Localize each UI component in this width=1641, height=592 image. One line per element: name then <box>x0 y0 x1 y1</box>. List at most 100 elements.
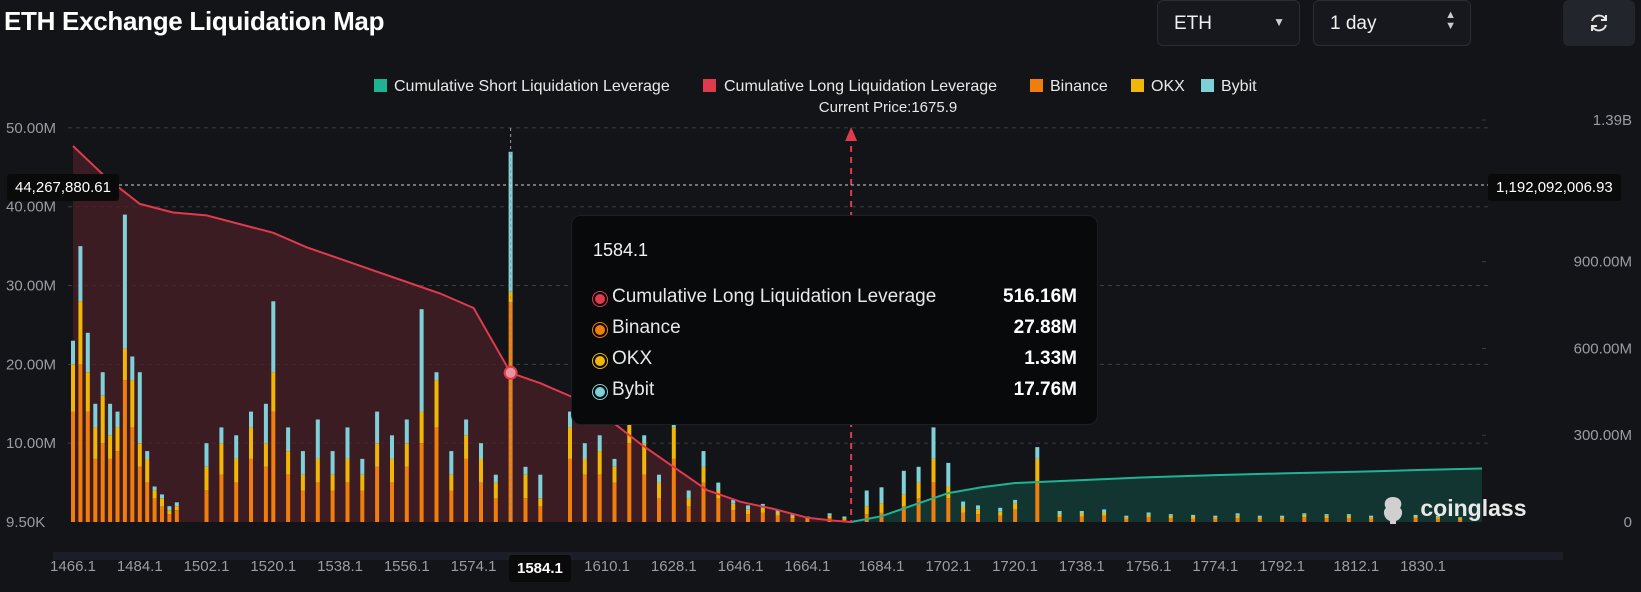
legend-item-binance[interactable]: Binance <box>1030 78 1108 95</box>
bar-okx <box>686 498 691 507</box>
bar-okx <box>1079 513 1084 517</box>
bar-binance <box>1168 518 1173 522</box>
bar-okx <box>1102 512 1107 516</box>
sort-arrows-icon: ▲ ▼ <box>1445 9 1456 32</box>
bar-binance <box>85 411 90 522</box>
bar-okx <box>1280 517 1285 519</box>
bar-binance <box>1146 517 1151 522</box>
legend-item-long[interactable]: Cumulative Long Liquidation Leverage <box>703 78 997 95</box>
bar-binance <box>627 443 632 522</box>
x-tick-label: 1702.1 <box>925 558 971 575</box>
bar-binance <box>204 490 209 522</box>
coin-select[interactable]: ETH ▼ <box>1157 0 1300 46</box>
bar-bybit <box>434 372 439 381</box>
bar-bybit <box>249 411 253 428</box>
bar-okx <box>493 482 498 499</box>
bar-bybit <box>976 505 980 510</box>
bar-bybit <box>746 505 750 510</box>
tooltip: 1584.1 Cumulative Long Liquidation Lever… <box>571 215 1098 425</box>
bar-binance <box>375 466 380 522</box>
bar-bybit <box>479 443 483 459</box>
tooltip-dot-bybit <box>593 385 607 399</box>
bar-binance <box>568 458 572 522</box>
bar-bybit <box>538 474 543 499</box>
bar-bybit <box>775 510 780 513</box>
bar-binance <box>731 510 736 522</box>
bar-bybit <box>916 466 921 483</box>
bar-okx <box>234 458 239 483</box>
refresh-icon <box>1591 14 1607 32</box>
bar-okx <box>219 443 224 475</box>
bar-okx <box>657 482 661 499</box>
bar-binance <box>716 498 721 522</box>
bar-binance <box>78 364 83 522</box>
legend-item-bybit[interactable]: Bybit <box>1201 78 1257 95</box>
x-tick-label: 1520.1 <box>250 558 296 575</box>
bar-binance <box>1257 518 1262 522</box>
coin-select-value: ETH <box>1174 13 1212 34</box>
refresh-button[interactable] <box>1563 0 1635 46</box>
bar-binance <box>760 512 765 522</box>
legend-swatch-long <box>703 79 716 92</box>
tooltip-value: 17.76M <box>1013 379 1077 400</box>
bar-okx <box>901 494 906 507</box>
chevron-down-icon: ▼ <box>1273 15 1285 29</box>
bar-bybit <box>1458 517 1463 519</box>
bar-okx <box>85 372 90 412</box>
bar-okx <box>263 443 268 467</box>
bar-bybit <box>137 372 142 444</box>
bar-bybit <box>790 514 795 516</box>
crosshair-point <box>503 365 518 380</box>
bar-binance <box>1280 518 1285 522</box>
y-left-tick-label: 40.00M <box>6 199 56 216</box>
legend-item-okx[interactable]: OKX <box>1131 78 1185 95</box>
bar-bybit <box>271 301 276 373</box>
bar-binance <box>523 498 528 522</box>
bar-binance <box>1013 509 1018 522</box>
bar-bybit <box>122 214 127 349</box>
bar-okx <box>612 466 617 483</box>
bar-bybit <box>78 246 83 302</box>
bar-okx <box>464 435 469 459</box>
bar-binance <box>701 482 706 522</box>
bar-binance <box>360 490 365 522</box>
crosshair-y-left-label: 44,267,880.61 <box>7 174 119 201</box>
tooltip-row-long: Cumulative Long Liquidation Leverage 516… <box>593 286 1077 314</box>
bar-binance <box>300 490 305 522</box>
tooltip-label: Cumulative Long Liquidation Leverage <box>612 286 937 307</box>
bar-okx <box>746 509 750 515</box>
period-select[interactable]: 1 day ▲ ▼ <box>1313 0 1471 46</box>
bar-binance <box>998 515 1003 522</box>
bar-bybit <box>1302 513 1307 515</box>
bar-binance <box>1124 518 1129 522</box>
bar-bybit <box>716 482 721 491</box>
bar-bybit <box>145 451 150 459</box>
x-tick-label: 1792.1 <box>1259 558 1305 575</box>
bar-bybit <box>375 411 380 444</box>
bar-bybit <box>1035 447 1040 459</box>
bar-okx <box>1035 458 1040 483</box>
bar-binance <box>1035 482 1040 522</box>
legend-item-short[interactable]: Cumulative Short Liquidation Leverage <box>374 78 670 95</box>
bar-binance <box>108 458 113 522</box>
bar-okx <box>597 451 602 475</box>
bar-bybit <box>1013 499 1018 504</box>
bar-okx <box>71 364 75 412</box>
tooltip-value: 516.16M <box>1003 286 1077 307</box>
bar-okx <box>1124 517 1129 519</box>
bar-bybit <box>108 403 113 436</box>
coinglass-mark-icon <box>1380 495 1406 525</box>
bar-okx <box>167 510 172 515</box>
tooltip-row-okx: OKX 1.33M <box>593 348 1077 376</box>
bar-bybit <box>998 507 1003 512</box>
tooltip-row-bybit: Bybit 17.76M <box>593 379 1077 407</box>
tooltip-label: OKX <box>612 348 653 369</box>
period-select-value: 1 day <box>1330 13 1377 34</box>
bar-binance <box>130 427 135 522</box>
bar-binance <box>493 498 498 522</box>
bar-binance <box>538 506 543 522</box>
bar-binance <box>404 466 409 522</box>
legend-swatch-binance <box>1030 79 1043 92</box>
bar-okx <box>78 301 83 365</box>
